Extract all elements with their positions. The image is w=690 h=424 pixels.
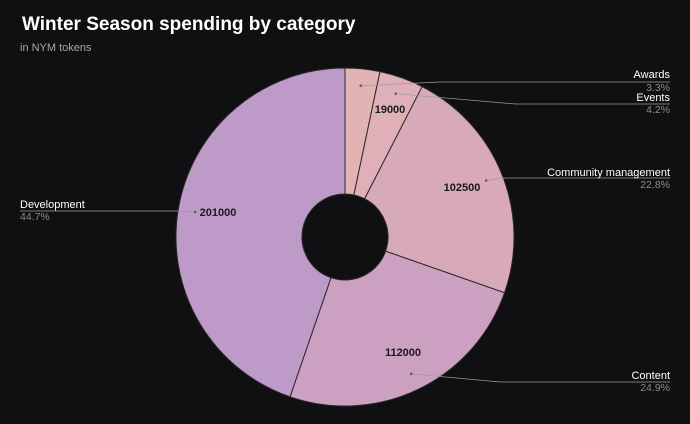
leader-line-development [20, 210, 196, 213]
value-label-events: 19000 [375, 104, 406, 116]
category-label-development: Development [20, 199, 85, 211]
value-label-content: 112000 [385, 347, 421, 359]
percent-label-awards: 3.3% [646, 82, 670, 94]
slices-layer [175, 67, 515, 407]
leader-line-community-management [486, 177, 670, 181]
category-label-community-management: Community management [547, 167, 670, 179]
leader-line-events [395, 93, 670, 105]
chart-title: Winter Season spending by category [22, 14, 356, 35]
value-label-community-management: 102500 [444, 182, 481, 194]
leader-dot-events [394, 92, 398, 95]
value-label-development: 201000 [200, 207, 237, 219]
leader-lines-layer [20, 81, 670, 383]
slice-community-management[interactable] [363, 85, 515, 294]
percent-label-content: 24.9% [640, 382, 670, 394]
category-label-awards: Awards [634, 69, 671, 81]
category-label-events: Events [636, 92, 670, 104]
percent-label-events: 4.2% [646, 104, 670, 116]
percent-label-development: 44.7% [20, 211, 50, 223]
leader-line-awards [360, 81, 670, 87]
leader-line-content [411, 373, 670, 383]
chart-subtitle: in NYM tokens [20, 42, 92, 54]
slice-development[interactable] [175, 67, 346, 398]
slice-content[interactable] [289, 250, 506, 407]
category-label-content: Content [631, 370, 670, 382]
percent-label-community-management: 22.8% [640, 179, 670, 191]
